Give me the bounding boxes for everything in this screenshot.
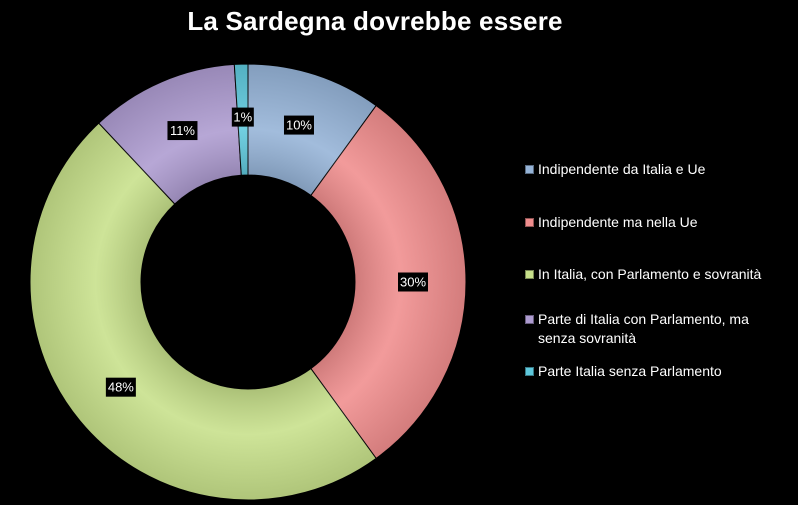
legend-label: Parte di Italia con Parlamento, ma senza… [538, 311, 749, 346]
data-label-bg [398, 272, 428, 292]
legend-item-italia-parlamento-sovranita: In Italia, con Parlamento e sovranità [525, 265, 790, 284]
data-label-bg [283, 115, 314, 135]
data-label: 10% [283, 115, 314, 135]
data-label-text: 11% [170, 123, 195, 138]
legend-label: Indipendente ma nella Ue [538, 214, 698, 230]
data-label-text: 10% [286, 118, 312, 133]
legend: Indipendente da Italia e Ue Indipendente… [525, 160, 790, 381]
data-label-text: 48% [108, 380, 134, 395]
legend-label: Parte Italia senza Parlamento [538, 363, 722, 379]
legend-label: In Italia, con Parlamento e sovranità [538, 266, 762, 282]
legend-item-indipendente-ue: Indipendente ma nella Ue [525, 213, 790, 232]
data-label-text: 30% [400, 275, 426, 290]
data-label-bg [167, 121, 198, 141]
data-label-bg [231, 107, 254, 127]
legend-item-indipendente-italia-ue: Indipendente da Italia e Ue [525, 160, 790, 179]
data-label-text: 1% [233, 110, 252, 125]
data-label: 11% [167, 121, 198, 141]
legend-swatch [525, 270, 534, 279]
legend-swatch [525, 315, 534, 324]
data-label: 30% [398, 272, 428, 292]
legend-label: Indipendente da Italia e Ue [538, 161, 706, 177]
legend-swatch [525, 165, 534, 174]
legend-swatch [525, 218, 534, 227]
chart-title: La Sardegna dovrebbe essere [187, 6, 563, 36]
legend-item-parte-italia-senza-parlamento: Parte Italia senza Parlamento [525, 362, 790, 381]
data-label: 48% [105, 377, 136, 397]
data-label: 1% [231, 107, 254, 127]
data-label-bg [105, 377, 136, 397]
legend-swatch [525, 367, 534, 376]
legend-item-parte-italia-senza-sovranita: Parte di Italia con Parlamento, ma senza… [525, 310, 790, 348]
